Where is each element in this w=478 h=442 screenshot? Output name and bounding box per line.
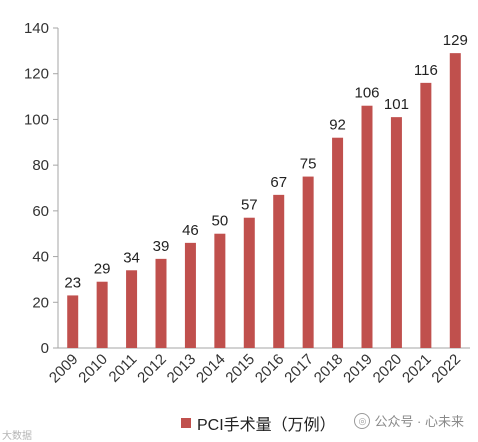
bar xyxy=(361,105,373,348)
data-label: 50 xyxy=(212,213,229,230)
data-label: 116 xyxy=(414,62,438,79)
bar xyxy=(243,217,255,348)
x-tick-label: 2017 xyxy=(281,351,317,387)
bar xyxy=(420,82,432,348)
x-tick-label: 2022 xyxy=(428,351,464,387)
y-tick-label: 100 xyxy=(24,111,49,128)
data-label: 23 xyxy=(64,274,81,291)
data-label: 34 xyxy=(123,249,140,266)
x-tick-label: 2009 xyxy=(46,351,82,387)
x-tick-label: 2013 xyxy=(164,351,200,387)
data-label: 101 xyxy=(384,96,409,113)
y-tick-label: 120 xyxy=(24,66,49,83)
watermark-text: 公众号 · 心未来 xyxy=(374,414,464,429)
x-tick-label: 2020 xyxy=(370,351,406,387)
data-label: 92 xyxy=(329,117,346,134)
data-label: 75 xyxy=(300,156,317,173)
x-tick-label: 2018 xyxy=(311,351,347,387)
bar xyxy=(155,258,167,348)
bar xyxy=(449,53,461,349)
bar xyxy=(96,281,108,348)
legend-label: PCI手术量（万例） xyxy=(197,417,336,434)
data-label: 129 xyxy=(443,32,468,49)
watermark: ◎ 公众号 · 心未来 xyxy=(354,411,464,430)
corner-logo: 大数据 xyxy=(2,431,32,442)
data-label: 39 xyxy=(153,238,170,255)
x-tick-label: 2012 xyxy=(134,351,170,387)
data-label: 29 xyxy=(94,261,111,278)
bar xyxy=(390,117,402,349)
y-tick-label: 40 xyxy=(32,249,49,266)
data-label: 106 xyxy=(354,85,379,102)
legend: PCI手术量（万例） xyxy=(181,411,336,435)
x-tick-label: 2014 xyxy=(193,351,229,387)
y-tick-label: 80 xyxy=(32,157,49,174)
data-label: 57 xyxy=(241,197,258,214)
x-tick-label: 2010 xyxy=(75,351,111,387)
y-tick-label: 20 xyxy=(32,294,49,311)
bar xyxy=(126,270,138,348)
data-label: 46 xyxy=(182,222,199,239)
bar xyxy=(302,176,314,348)
bar xyxy=(184,242,196,348)
legend-swatch xyxy=(181,418,191,428)
x-tick-label: 2011 xyxy=(106,351,141,386)
bar xyxy=(67,295,79,348)
bar xyxy=(273,194,285,348)
y-tick-label: 60 xyxy=(32,203,49,220)
x-tick-label: 2021 xyxy=(399,351,435,387)
y-tick-label: 140 xyxy=(24,20,49,37)
x-tick-label: 2016 xyxy=(252,351,288,387)
bar xyxy=(332,137,344,348)
y-tick-label: 0 xyxy=(41,340,49,357)
x-tick-label: 2015 xyxy=(222,351,258,387)
data-label: 67 xyxy=(270,174,287,191)
bar xyxy=(214,233,226,348)
x-tick-label: 2019 xyxy=(340,351,376,387)
wechat-icon: ◎ xyxy=(354,412,371,429)
